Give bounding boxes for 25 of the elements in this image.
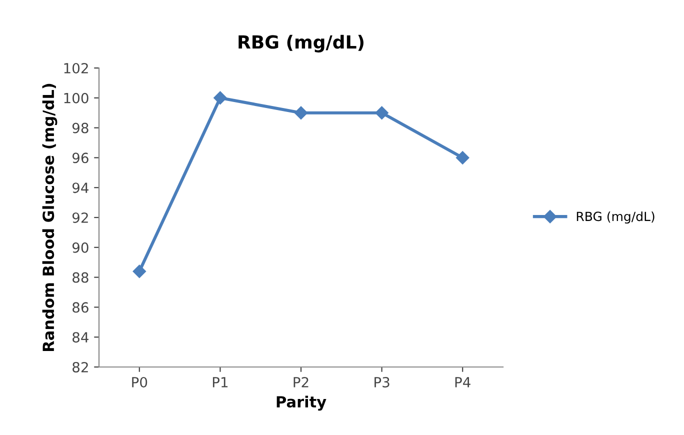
y-tick-label: 96 [72, 152, 88, 164]
y-tick-label: 98 [72, 122, 88, 134]
x-tick-label: P0 [132, 376, 148, 388]
legend-label: RBG (mg/dL) [576, 211, 654, 224]
y-tick-label: 102 [64, 62, 88, 74]
y-tick-label: 84 [72, 332, 88, 343]
chart-title: RBG (mg/dL) [238, 34, 364, 52]
y-tick-label: 82 [72, 362, 88, 372]
x-tick-label: P4 [455, 377, 470, 388]
point [132, 264, 146, 278]
y-tick-label: 88 [72, 272, 88, 283]
y-tick-label: 94 [72, 182, 88, 194]
x-tick-label: P1 [212, 377, 228, 388]
point [456, 151, 470, 164]
y-tick-label: 86 [72, 302, 88, 313]
point [214, 91, 227, 104]
x-axis-title: Parity [276, 396, 326, 411]
point [375, 106, 388, 120]
y-tick-label: 92 [72, 212, 88, 223]
x-tick-label: P2 [294, 376, 308, 388]
point [294, 106, 308, 120]
y-tick-label: 100 [64, 92, 88, 104]
y-axis-title: Random Blood Glucose (mg/dL) [42, 84, 58, 351]
x-tick-label: P3 [374, 376, 390, 388]
y-tick-label: 90 [72, 242, 88, 253]
